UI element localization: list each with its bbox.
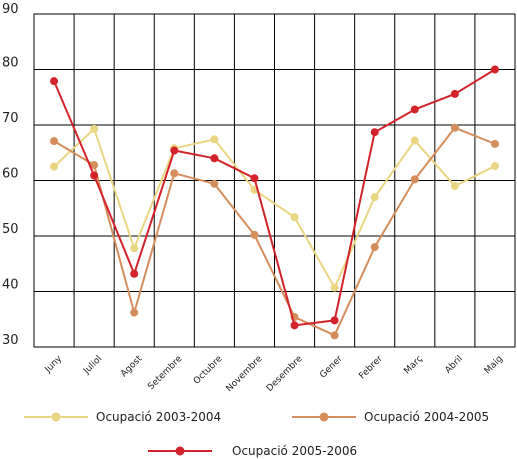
data-point [210, 135, 219, 144]
series-layer [50, 65, 499, 340]
data-point [330, 331, 339, 340]
x-axis: Juny Juliol Agost Setembre Octubre Novembre De… [43, 354, 505, 395]
data-point [370, 193, 379, 202]
data-point [450, 89, 459, 98]
x-tick-label: Abril [443, 354, 465, 376]
legend-label: Ocupació 2005-2006 [232, 444, 357, 458]
data-point [410, 136, 419, 145]
x-tick-label: Juny [43, 354, 65, 376]
legend-label: Ocupació 2004-2005 [364, 410, 489, 424]
x-tick-label: Març [402, 354, 424, 376]
y-tick-label: 90 [2, 2, 19, 17]
legend-entry: Ocupació 2004-2005 [292, 410, 489, 424]
data-point [290, 321, 299, 330]
data-point [370, 243, 379, 252]
data-point [250, 230, 259, 239]
series-line [53, 127, 496, 289]
x-tick-label: Febrer [357, 354, 385, 382]
data-point [130, 308, 139, 317]
y-tick-label: 70 [2, 111, 19, 126]
data-point [210, 154, 219, 163]
x-tick-label: Setembre [146, 354, 184, 392]
series-3 [50, 65, 499, 330]
data-point [210, 179, 219, 188]
y-tick-label: 50 [2, 222, 19, 237]
legend-label: Ocupació 2003-2004 [96, 410, 221, 424]
x-tick-label: Novembre [225, 354, 265, 394]
x-tick-label: Juliol [81, 354, 104, 377]
data-point [130, 244, 139, 253]
y-tick-label: 80 [2, 56, 19, 71]
y-tick-label: 40 [2, 278, 19, 293]
x-tick-label: Maig [483, 354, 505, 376]
data-point [250, 174, 259, 183]
legend-marker [51, 412, 61, 422]
data-point [50, 77, 59, 86]
data-point [90, 171, 99, 180]
series-line [53, 126, 496, 337]
series-line [53, 68, 496, 327]
data-point [290, 213, 299, 222]
data-point [170, 146, 179, 155]
series-2 [50, 123, 499, 340]
y-tick-label: 60 [2, 167, 19, 182]
data-point [90, 124, 99, 133]
y-axis: 30 40 50 60 70 80 90 [2, 2, 19, 348]
series-1 [50, 124, 499, 292]
legend-marker [319, 412, 329, 422]
x-tick-label: Octubre [192, 354, 225, 387]
data-point [490, 162, 499, 171]
y-tick-label: 30 [2, 333, 19, 348]
data-point [370, 128, 379, 137]
legend-entry: Ocupació 2005-2006 [148, 444, 357, 458]
data-point [330, 316, 339, 325]
x-tick-label: Desembre [265, 354, 305, 394]
data-point [50, 137, 59, 146]
legend-entry: Ocupació 2003-2004 [24, 410, 221, 424]
data-point [490, 139, 499, 148]
data-point [330, 283, 339, 292]
legend: Ocupació 2003-2004 Ocupació 2004-2005 Ocup… [24, 410, 489, 458]
grid [33, 13, 516, 348]
data-point [50, 162, 59, 171]
legend-marker [175, 446, 185, 456]
data-point [170, 169, 179, 178]
data-point [90, 160, 99, 169]
data-point [130, 269, 139, 278]
data-point [450, 182, 459, 191]
data-point [410, 105, 419, 114]
data-point [450, 123, 459, 132]
data-point [490, 65, 499, 74]
x-tick-label: Gener [318, 354, 345, 381]
data-point [410, 175, 419, 184]
x-tick-label: Agost [119, 354, 145, 380]
